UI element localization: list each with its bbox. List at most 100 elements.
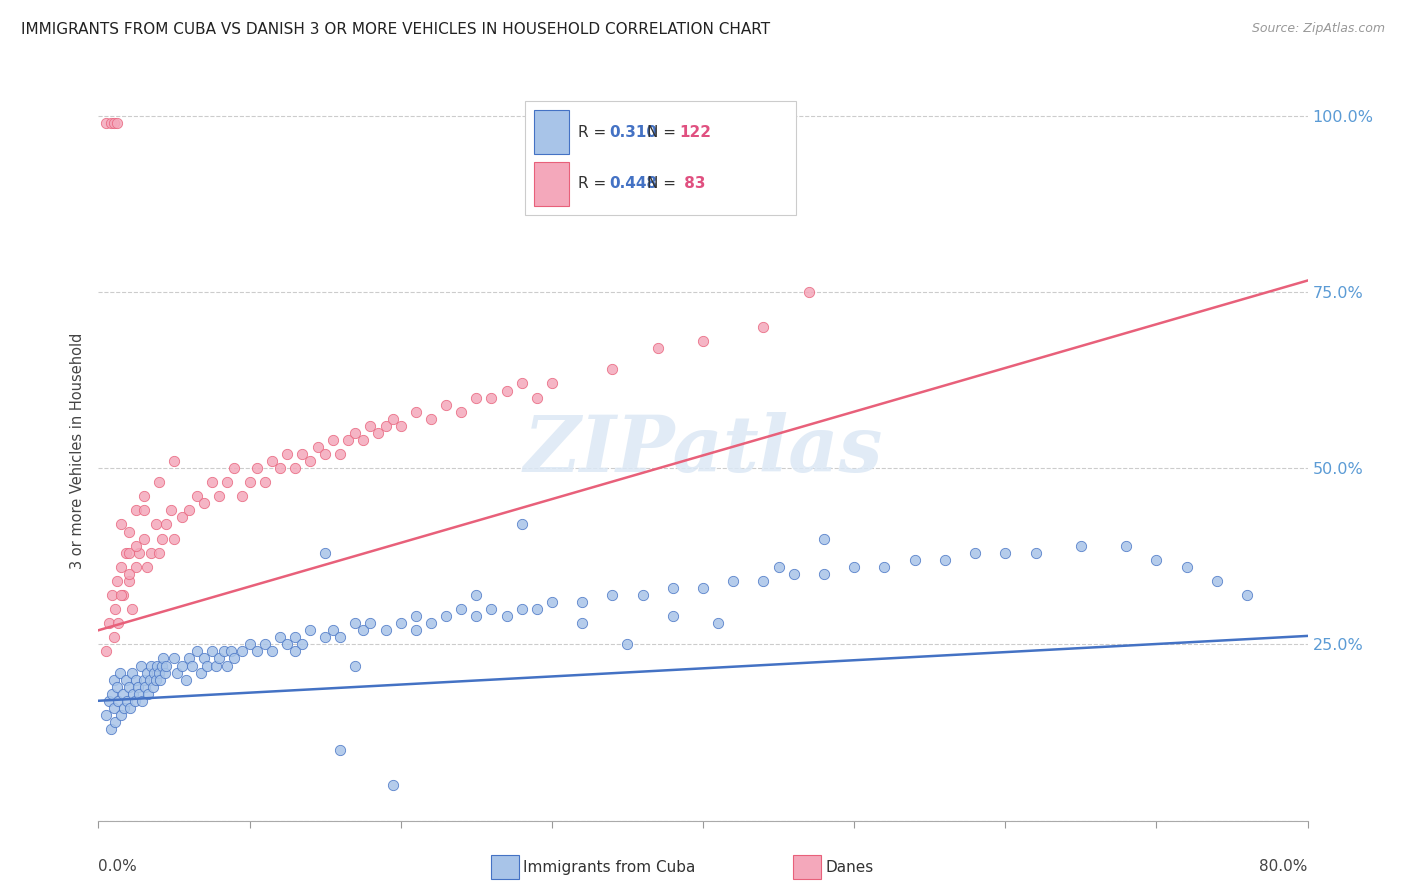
Point — [163, 651, 186, 665]
Point — [104, 714, 127, 729]
Point — [208, 651, 231, 665]
Point — [420, 411, 443, 425]
Point — [190, 665, 212, 680]
Point — [118, 566, 141, 581]
Point — [322, 624, 344, 638]
Point — [122, 687, 145, 701]
Point — [450, 405, 472, 419]
Point — [115, 694, 138, 708]
Point — [269, 630, 291, 644]
Point — [132, 532, 155, 546]
Point — [662, 609, 685, 624]
Text: R =: R = — [578, 176, 612, 191]
Y-axis label: 3 or more Vehicles in Household: 3 or more Vehicles in Household — [70, 333, 86, 568]
Point — [160, 503, 183, 517]
Point — [723, 574, 745, 588]
Point — [131, 694, 153, 708]
Point — [124, 694, 146, 708]
Point — [150, 532, 173, 546]
Point — [405, 609, 427, 624]
Text: ZIPatlas: ZIPatlas — [523, 412, 883, 489]
Point — [246, 461, 269, 475]
Point — [797, 285, 820, 299]
Point — [139, 673, 162, 687]
Point — [382, 778, 405, 792]
Point — [602, 588, 624, 602]
Point — [132, 673, 155, 687]
Point — [752, 320, 775, 334]
Point — [118, 524, 141, 539]
Point — [1115, 539, 1137, 553]
Point — [231, 644, 253, 658]
Point — [329, 630, 352, 644]
Text: 122: 122 — [679, 125, 711, 140]
Point — [125, 539, 148, 553]
Point — [510, 376, 533, 391]
Point — [284, 644, 307, 658]
Point — [752, 574, 775, 588]
Point — [434, 398, 457, 412]
Point — [284, 461, 307, 475]
Point — [193, 496, 215, 510]
Point — [276, 447, 298, 461]
Point — [98, 616, 121, 631]
Point — [420, 616, 443, 631]
Point — [262, 644, 284, 658]
Point — [344, 616, 367, 631]
Point — [239, 475, 262, 490]
Point — [965, 546, 987, 560]
Text: Source: ZipAtlas.com: Source: ZipAtlas.com — [1251, 22, 1385, 36]
Point — [179, 651, 201, 665]
Text: 80.0%: 80.0% — [1260, 859, 1308, 874]
Point — [662, 581, 685, 595]
Point — [201, 644, 224, 658]
Point — [132, 503, 155, 517]
Point — [134, 680, 156, 694]
Point — [181, 658, 204, 673]
Point — [174, 673, 197, 687]
Point — [143, 665, 166, 680]
Text: 0.0%: 0.0% — [98, 859, 138, 874]
Point — [105, 115, 128, 129]
Point — [434, 609, 457, 624]
Point — [352, 433, 374, 447]
Point — [145, 517, 167, 532]
Point — [465, 609, 488, 624]
Point — [111, 588, 134, 602]
Point — [495, 384, 517, 398]
Point — [128, 546, 150, 560]
Point — [631, 588, 654, 602]
Point — [374, 418, 396, 433]
Point — [322, 433, 344, 447]
Point — [110, 517, 132, 532]
Point — [352, 624, 374, 638]
Point — [344, 658, 367, 673]
Point — [153, 665, 176, 680]
Point — [94, 644, 117, 658]
Point — [314, 546, 336, 560]
Point — [127, 680, 149, 694]
Text: IMMIGRANTS FROM CUBA VS DANISH 3 OR MORE VEHICLES IN HOUSEHOLD CORRELATION CHART: IMMIGRANTS FROM CUBA VS DANISH 3 OR MORE… — [21, 22, 770, 37]
Point — [208, 489, 231, 503]
Point — [231, 489, 253, 503]
Point — [844, 559, 866, 574]
Point — [994, 546, 1017, 560]
Point — [146, 658, 169, 673]
Point — [163, 454, 186, 468]
Point — [120, 701, 142, 715]
Point — [510, 517, 533, 532]
Point — [647, 341, 669, 355]
Point — [329, 743, 352, 757]
Point — [262, 454, 284, 468]
Point — [212, 644, 235, 658]
Text: 0.448: 0.448 — [609, 176, 657, 191]
Point — [367, 425, 389, 440]
Point — [692, 581, 714, 595]
Point — [253, 637, 276, 651]
Point — [110, 707, 132, 722]
Point — [215, 475, 238, 490]
Point — [195, 658, 218, 673]
Point — [510, 602, 533, 616]
Point — [121, 665, 143, 680]
Point — [239, 637, 262, 651]
